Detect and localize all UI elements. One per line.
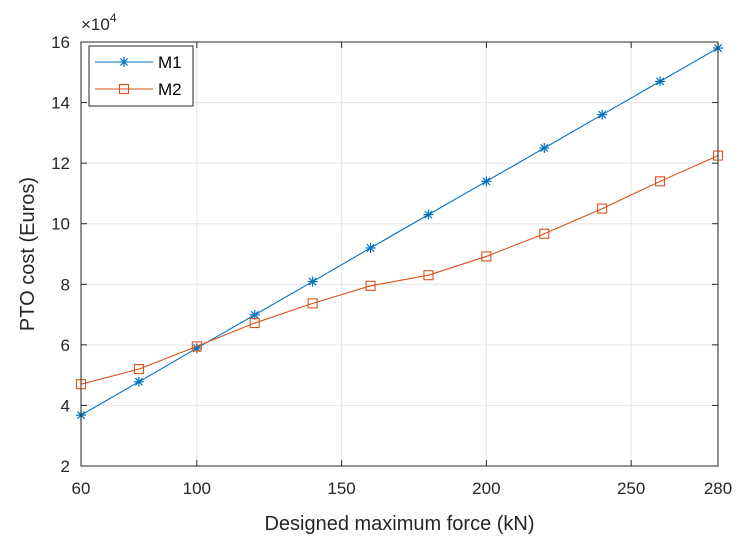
y-tick-label: 16: [51, 33, 70, 52]
y-exponent-label: ×104: [81, 11, 117, 34]
legend-label: M2: [158, 80, 182, 99]
x-tick-label: 250: [617, 479, 645, 498]
asterisk-data-point: [655, 76, 666, 87]
x-axis-label: Designed maximum force (kN): [264, 513, 534, 535]
y-tick-label: 6: [61, 336, 70, 355]
y-exponent-power: 4: [110, 11, 117, 25]
square-data-point: [597, 203, 608, 214]
square-data-point: [423, 270, 434, 281]
series-line: [80, 155, 719, 385]
series-line: [80, 47, 719, 416]
series-layer: [75, 43, 724, 421]
legend-label: M1: [158, 53, 182, 72]
square-data-point: [365, 280, 376, 291]
legend-item-m2: M2: [95, 80, 182, 99]
square-data-point: [539, 228, 550, 239]
y-tick-label: 14: [51, 94, 70, 113]
y-exponent-base: ×10: [81, 15, 110, 34]
square-data-point: [191, 341, 202, 352]
axes-box: [80, 41, 719, 467]
series-m1: [76, 43, 723, 421]
asterisk-data-point: [119, 57, 129, 67]
y-tick-label: 4: [61, 396, 70, 415]
asterisk-data-point: [133, 376, 144, 387]
asterisk-data-point: [423, 209, 434, 220]
square-data-point: [118, 83, 130, 95]
square-data-point: [655, 176, 666, 187]
y-tick-label: 2: [61, 457, 70, 476]
axis-ticks: 60 100 150 200 250 280 2 4 6 8 10 12 14 16: [51, 33, 732, 498]
x-tick-label: 60: [72, 479, 91, 498]
y-axis-label: PTO cost (Euros): [17, 177, 39, 331]
asterisk-data-point: [481, 176, 492, 187]
asterisk-data-point: [249, 309, 260, 320]
x-tick-label: 100: [183, 479, 211, 498]
square-data-point: [249, 318, 260, 329]
y-tick-label: 12: [51, 154, 70, 173]
asterisk-data-point: [365, 242, 376, 253]
square-data-point: [481, 251, 492, 262]
x-tick-label: 150: [327, 479, 355, 498]
x-tick-label: 280: [704, 479, 732, 498]
square-data-point: [307, 298, 318, 309]
legend-box: [88, 45, 194, 107]
asterisk-data-point: [539, 143, 550, 153]
square-data-point: [133, 364, 144, 375]
legend-item-m1: M1: [95, 53, 182, 72]
asterisk-data-point: [307, 276, 318, 287]
y-tick-label: 10: [51, 215, 70, 234]
x-tick-label: 200: [472, 479, 500, 498]
asterisk-data-point: [597, 109, 608, 120]
y-tick-label: 8: [61, 275, 70, 294]
